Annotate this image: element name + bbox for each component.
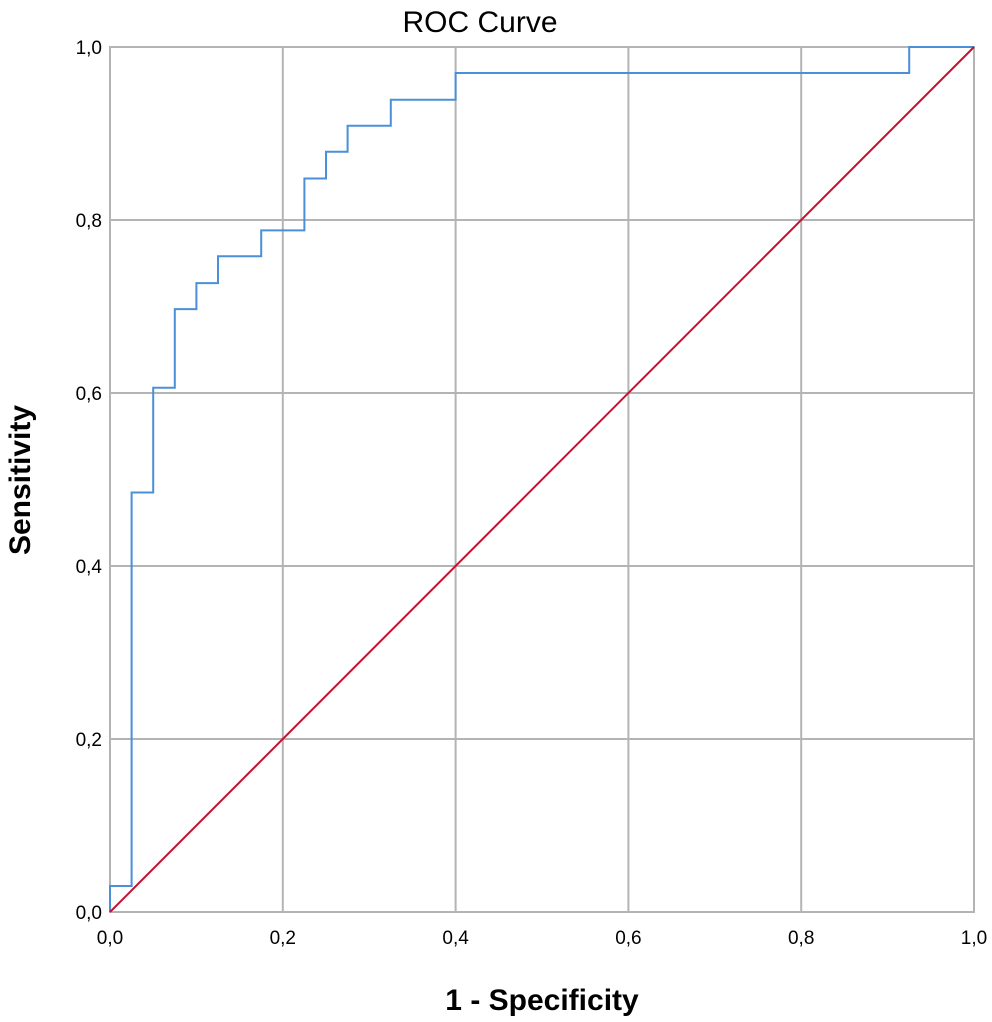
x-tick-label: 0,4 — [442, 928, 469, 949]
x-tick-label: 0,8 — [788, 928, 814, 949]
reference-line — [109, 46, 975, 913]
y-tick-label: 1,0 — [76, 38, 102, 59]
x-tick-label: 0,6 — [615, 928, 641, 949]
x-tick-label: 0,2 — [270, 928, 296, 949]
x-tick-label: 1,0 — [961, 928, 987, 949]
y-axis-label: Sensitivity — [4, 405, 37, 555]
series-layer — [109, 46, 975, 913]
x-axis-label: 1 - Specificity — [445, 984, 639, 1017]
x-tick-label: 0,0 — [97, 928, 123, 949]
y-tick-label: 0,2 — [76, 730, 102, 751]
plot-frame — [109, 46, 975, 913]
y-tick-label: 0,0 — [76, 903, 102, 924]
y-tick-label: 0,8 — [76, 211, 102, 232]
y-tick-label: 0,4 — [76, 557, 103, 578]
y-tick-labels: 0,0 0,2 0,4 0,6 0,8 1,0 — [76, 38, 103, 924]
y-tick-label: 0,6 — [76, 384, 102, 405]
chart-title: ROC Curve — [402, 6, 557, 39]
roc-curve-line — [109, 46, 974, 912]
x-tick-labels: 0,0 0,2 0,4 0,6 0,8 1,0 — [97, 928, 987, 949]
